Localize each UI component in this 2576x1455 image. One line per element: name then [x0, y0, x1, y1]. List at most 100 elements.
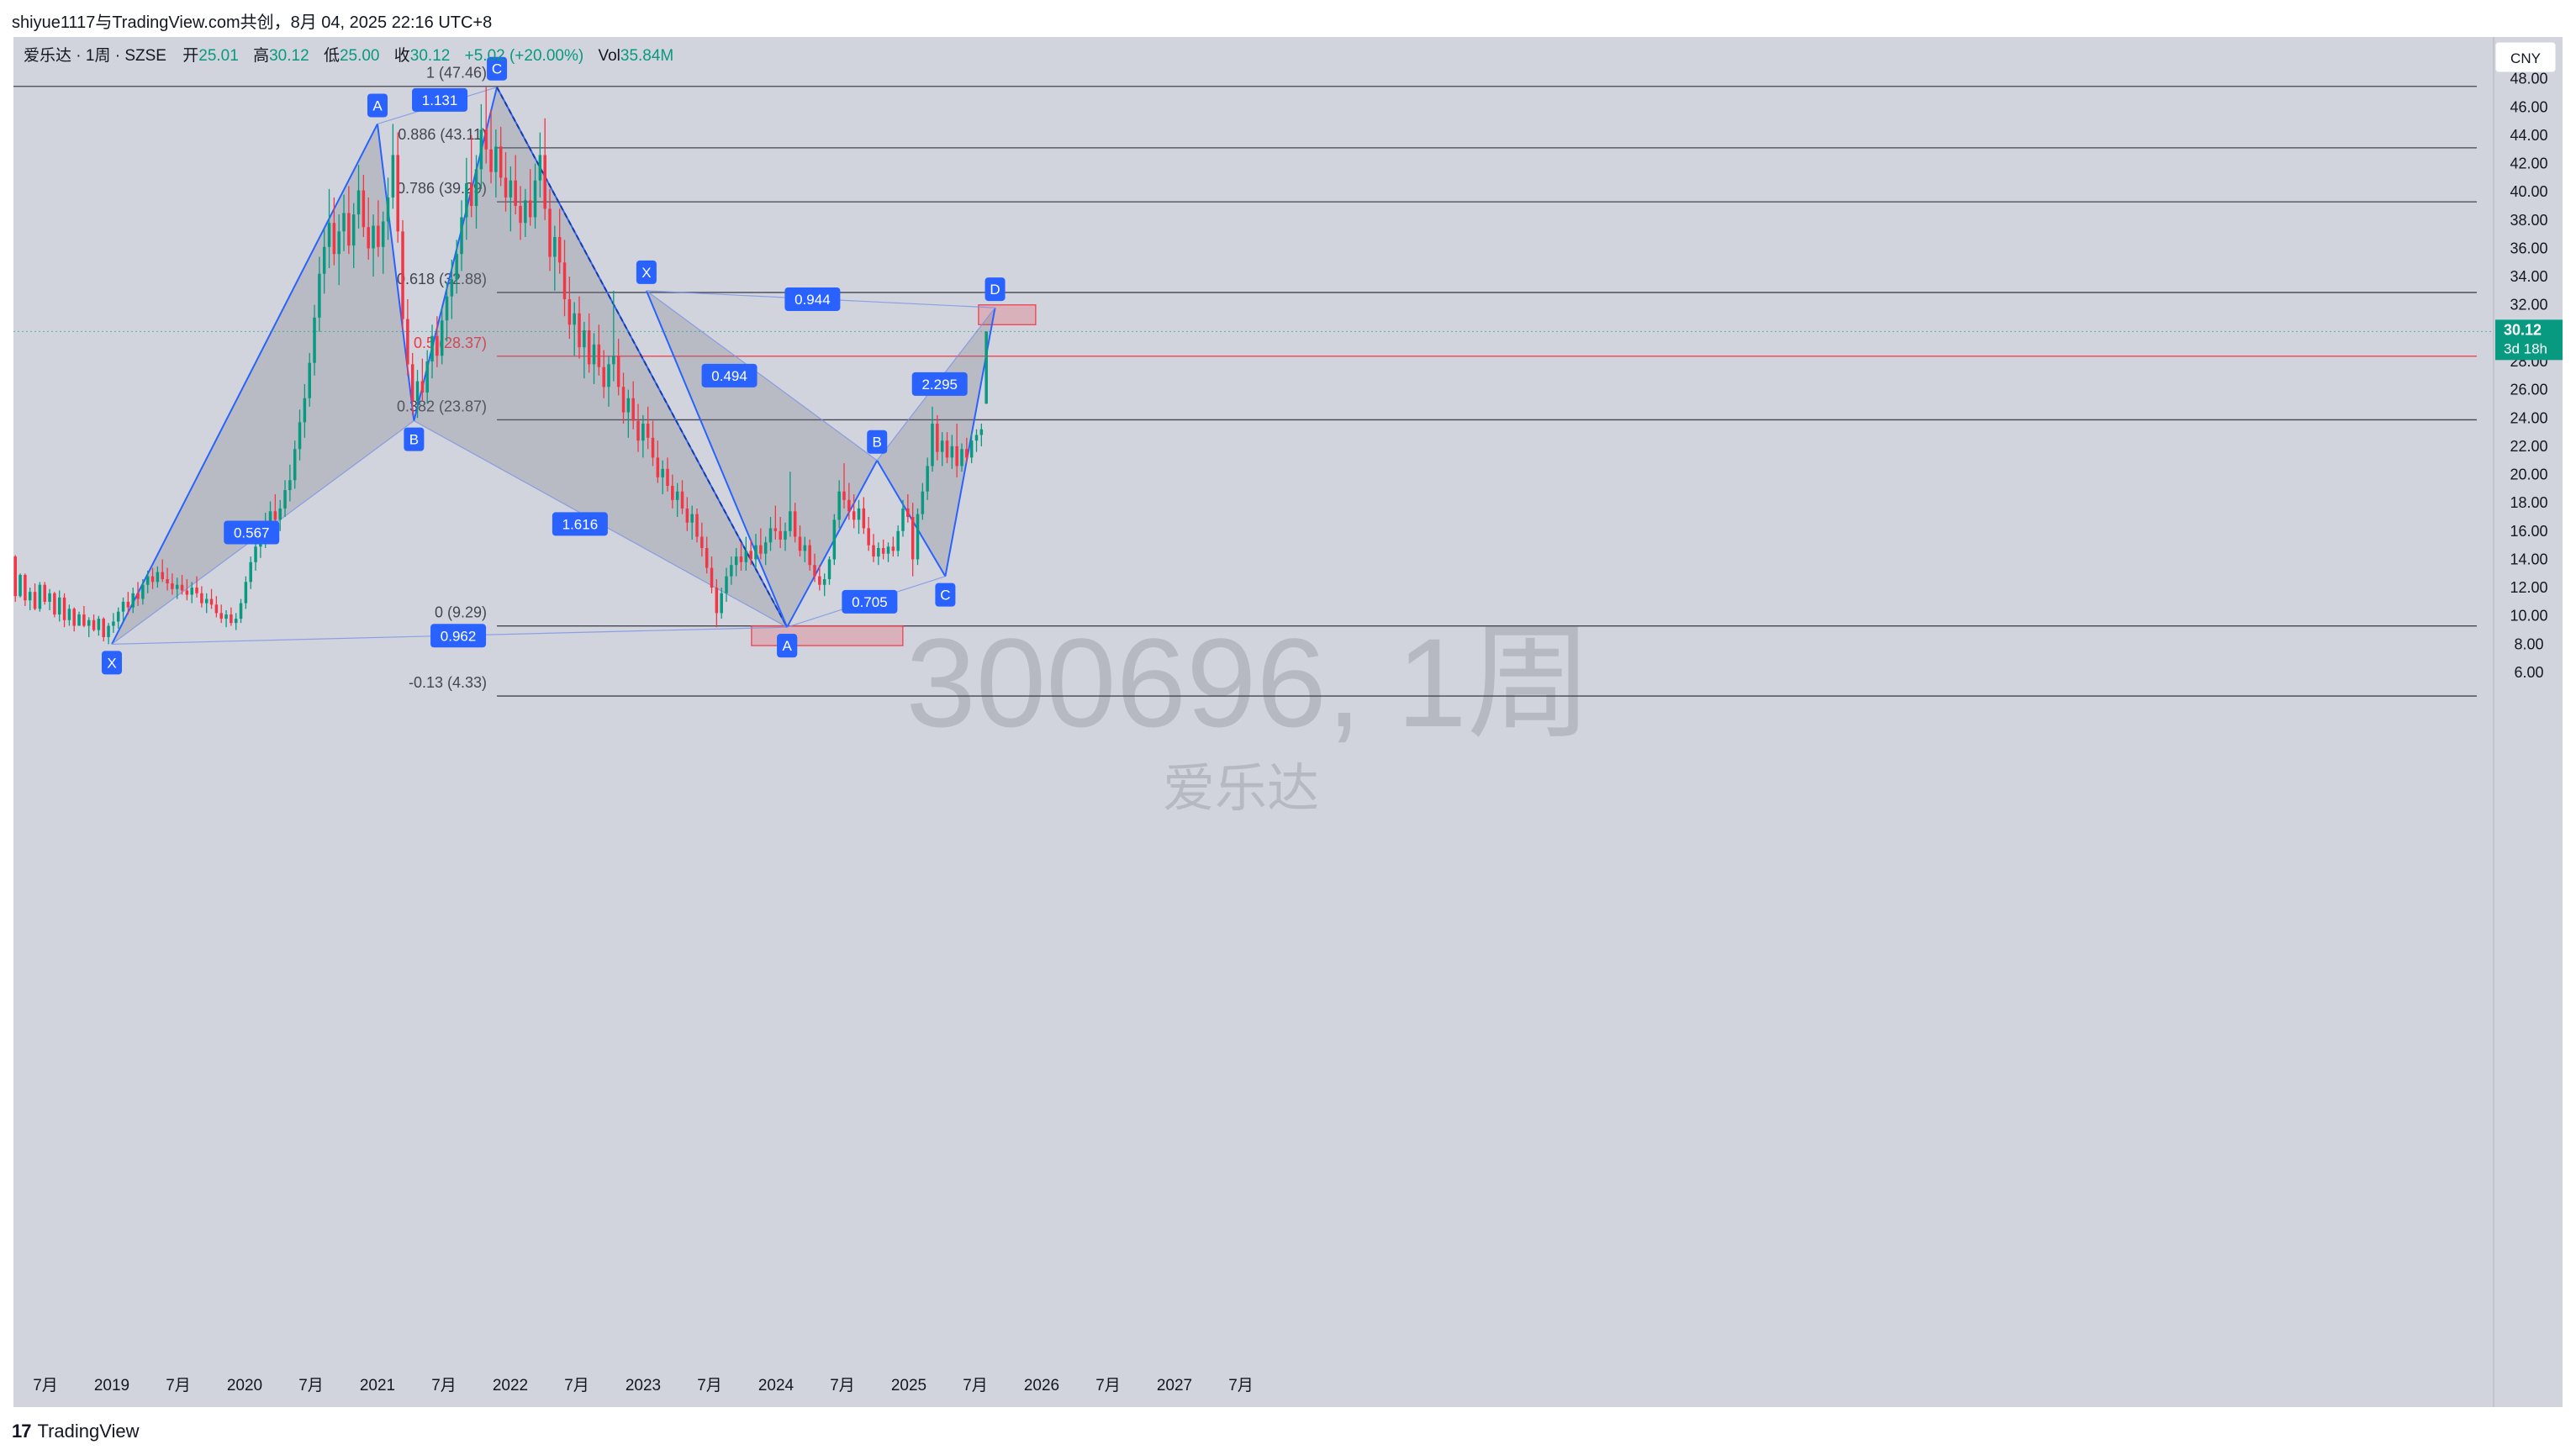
candle-body: [680, 491, 684, 509]
candle-body: [244, 582, 248, 604]
time-tick-label: 7月: [830, 1377, 855, 1394]
candle-body: [13, 556, 17, 597]
candle-body: [906, 508, 910, 517]
time-tick-label: 7月: [697, 1377, 722, 1394]
candle-body: [612, 356, 615, 365]
candle-body: [499, 146, 503, 178]
low-label: 低: [324, 46, 340, 65]
candle-body: [161, 572, 164, 579]
pattern-ratio: 0.567: [224, 520, 280, 545]
price-tick-label: 26.00: [2510, 382, 2547, 398]
candle-body: [356, 190, 361, 215]
candle-body: [916, 514, 920, 560]
pattern-point-label: B: [873, 435, 882, 451]
candle-body: [886, 546, 890, 554]
pattern-point-x: X: [102, 651, 122, 675]
open-value: 25.01: [198, 47, 239, 65]
time-axis[interactable]: 7月 2019 7月 2020 7月 2021 7月 2022 7月 2023 7月 2024 7月 20…: [33, 1377, 1254, 1394]
price-tick-label: 20.00: [2510, 467, 2547, 483]
candle-body: [455, 254, 458, 280]
footer-bar: 17 TradingView: [0, 1409, 2576, 1455]
pattern-point-label: C: [940, 588, 950, 604]
time-tick-label: 7月: [298, 1377, 324, 1394]
candle-body: [313, 317, 316, 363]
candle-body: [48, 593, 51, 602]
price-tick-label: 16.00: [2510, 523, 2547, 540]
last-price-value: 30.12: [2504, 321, 2542, 338]
chart-svg[interactable]: 300696, 1周 爱乐达 1 (47.46) 0.886 (43.11) 0.7…: [0, 37, 2563, 1407]
candle-body: [254, 546, 257, 562]
pattern-ratio-badge: [412, 87, 468, 112]
candle-body: [690, 514, 694, 523]
candle-body: [607, 364, 610, 387]
fib-level-label: 0.618 (32.88): [397, 271, 487, 287]
candle-body: [396, 155, 399, 232]
fib-level-label: 0.786 (39.29): [397, 180, 487, 197]
prz-zone: [751, 625, 904, 646]
candle-body: [661, 468, 664, 477]
candle-body: [543, 155, 546, 209]
candle-body: [700, 536, 704, 548]
time-tick-label: 2019: [94, 1377, 129, 1394]
candle-body: [332, 223, 336, 255]
candle-body: [435, 335, 439, 356]
pattern-ratio-badge: [430, 624, 487, 648]
candle-body: [347, 213, 351, 246]
candle-body: [230, 614, 233, 624]
currency-button[interactable]: CNY: [2494, 41, 2557, 73]
candle-body: [391, 155, 395, 198]
time-tick-label: 7月: [1095, 1377, 1121, 1394]
candle-body: [583, 330, 586, 348]
pattern-point-label: A: [782, 638, 792, 654]
last-price-tag: 30.12 3d 18h: [2495, 319, 2563, 361]
pattern-ratio: 0.962: [430, 624, 487, 648]
fib-level-label: -0.13 (4.33): [409, 674, 487, 691]
time-tick-label: 7月: [166, 1377, 191, 1394]
symbol-name: 爱乐达 · 1周 · SZSE: [24, 46, 166, 65]
candle-body: [621, 387, 626, 413]
pattern-ratio-label: 0.944: [794, 292, 831, 308]
candle-body: [940, 440, 944, 452]
candle-body: [141, 584, 145, 599]
price-tick-label: 46.00: [2510, 98, 2547, 115]
price-tick-label: 22.00: [2510, 438, 2547, 455]
candle-body: [180, 584, 184, 591]
candle-body: [730, 565, 733, 577]
candle-body: [666, 468, 669, 486]
price-tick-label: 38.00: [2510, 212, 2547, 229]
price-tick-label: 42.00: [2510, 156, 2547, 172]
pattern-point-c: C: [487, 56, 508, 81]
candle-body: [97, 619, 101, 630]
pattern-ratio-badge: [224, 520, 280, 545]
candle-body: [298, 422, 302, 450]
pattern-leg: [786, 460, 879, 628]
candle-body: [18, 574, 22, 597]
candle-body: [273, 511, 277, 520]
open-label: 开: [182, 47, 198, 65]
candle-body: [465, 183, 468, 218]
svg-text:爱乐达 · 1周 · SZSE 开25.01: 爱乐达 · 1周 · SZSE 开25.01 高30.12 低25.00 收30…: [24, 46, 673, 65]
candle-body: [234, 619, 238, 624]
pattern-leg: [645, 290, 789, 628]
candle-body: [562, 262, 567, 299]
candle-body: [969, 440, 974, 458]
chart-area[interactable]: 300696, 1周 爱乐达 1 (47.46) 0.886 (43.11) 0.7…: [0, 37, 2563, 1407]
fib-level-label: 1 (47.46): [426, 65, 487, 82]
watermark-title: 300696, 1周: [905, 612, 1592, 753]
pattern-point-label: C: [492, 61, 502, 77]
high-value: 30.12: [269, 47, 309, 65]
candle-body: [166, 579, 169, 584]
candle-body: [974, 435, 979, 441]
candle-body: [489, 149, 493, 172]
candle-body: [852, 511, 856, 520]
tradingview-logo[interactable]: 17 TradingView: [12, 1421, 140, 1442]
pattern-ratio: 0.494: [701, 363, 757, 387]
candle-body: [759, 545, 763, 554]
candle-body: [931, 424, 934, 467]
price-axis[interactable]: 50.0048.0046.0044.0042.0040.0038.0036.00…: [2510, 42, 2547, 681]
candle-body: [587, 330, 591, 365]
time-tick-label: 2023: [626, 1377, 661, 1394]
candle-body: [219, 613, 223, 619]
candle-body: [651, 437, 655, 458]
candle-body: [92, 619, 96, 630]
